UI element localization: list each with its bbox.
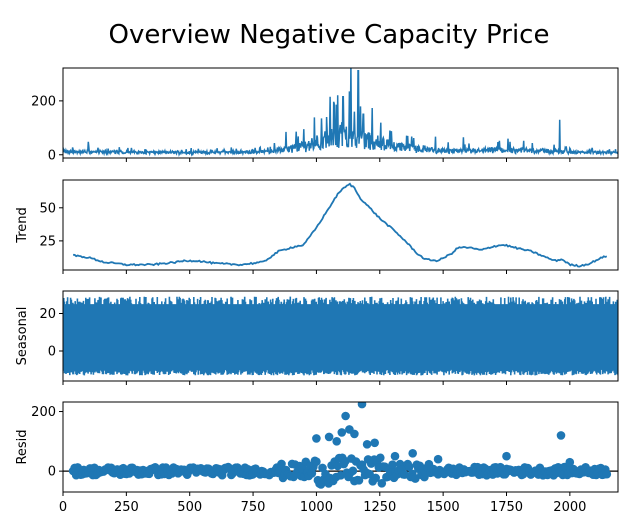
y-tick-label: 200 [31,94,56,109]
resid-outlier-point [408,449,418,458]
resid-outlier-point [312,434,321,443]
observed-series-line [63,68,618,157]
plot-area-seasonal [63,296,618,376]
resid-outlier-point [390,451,400,461]
resid-point [348,466,358,476]
trend-series-line [73,182,608,268]
plot-area-trend [73,182,608,268]
resid-point [404,462,414,472]
resid-point [376,453,385,463]
chart-title: Overview Negative Capacity Price [109,20,550,50]
plot-area-resid [63,402,618,489]
panel-frame [62,290,619,382]
resid-outlier-point [337,428,347,437]
y-tick-label: 20 [39,307,56,322]
panel-observed: 0 200 [31,67,619,163]
panel-frame [62,179,619,271]
x-tick-label: 1750 [490,500,523,515]
resid-point [602,469,612,479]
panel-seasonal: 0 20 Seasonal [15,290,619,385]
resid-outlier-point [556,431,566,440]
resid-point [371,473,381,483]
plot-area-observed [63,68,618,157]
x-tick-label: 1250 [363,500,396,515]
resid-point [312,457,321,467]
panel-trend: 25 50 Trend [15,179,619,274]
y-tick-label: 0 [48,345,56,360]
x-tick-label: 250 [114,500,139,515]
x-tick-label: 2000 [553,500,586,515]
resid-outlier-point [332,437,342,446]
panel-frame [62,67,619,159]
resid-outlier-point [565,457,575,467]
y-tick-label: 0 [48,148,56,163]
resid-outlier-point [362,440,372,449]
resid-outlier-point [324,432,334,442]
resid-outlier-point [357,402,367,409]
resid-point [377,479,387,488]
x-tick-label: 750 [241,500,266,515]
resid-outlier-point [502,451,511,461]
y-axis-label-resid: Resid [15,429,30,464]
y-axis-label-trend: Trend [15,207,30,244]
resid-point [354,476,364,485]
resid-outlier-point [370,438,380,448]
resid-outlier-point [433,454,443,464]
resid-outlier-point [341,411,350,421]
y-tick-label: 25 [39,234,56,249]
y-axis-label-seasonal: Seasonal [15,307,30,366]
x-tick-label: 500 [177,500,202,515]
resid-point [388,460,397,470]
y-tick-label: 50 [39,201,56,216]
resid-points [68,402,612,489]
seasonal-series-line [63,296,618,376]
y-tick-label: 0 [48,465,56,480]
x-tick-label: 1000 [300,500,333,515]
y-tick-label: 200 [31,405,56,420]
resid-point [277,459,286,469]
x-tick-label: 1500 [427,500,460,515]
resid-outlier-point [350,429,359,439]
panel-frame [62,401,619,493]
x-tick-label: 0 [59,500,67,515]
